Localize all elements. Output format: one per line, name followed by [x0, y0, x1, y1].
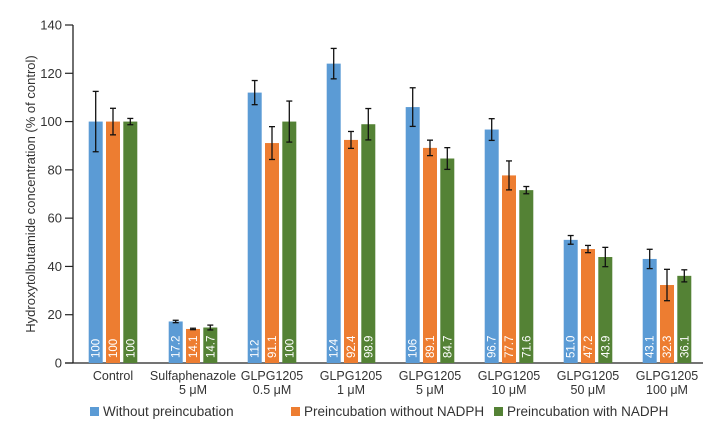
bar [247, 92, 262, 363]
bar-value-label: 14.7 [205, 336, 217, 358]
bar [440, 158, 455, 363]
x-tick-label: 1 μM [337, 383, 365, 397]
bar-value-label: 43.1 [645, 336, 657, 358]
bar [484, 129, 499, 363]
y-tick-label: 120 [40, 66, 62, 81]
legend-swatch [90, 407, 99, 416]
x-tick-label: 5 μM [416, 383, 444, 397]
bar-value-label: 100 [91, 339, 103, 358]
bar [265, 143, 279, 363]
x-tick-label: 5 μM [179, 383, 207, 397]
bar-value-label: 36.1 [679, 336, 691, 358]
bar-value-label: 96.7 [487, 336, 499, 358]
legend-label: Preincubation without NADPH [304, 404, 484, 419]
bar-value-label: 32.3 [662, 336, 674, 358]
legend-label: Preincubation with NADPH [507, 404, 668, 419]
bar-value-label: 77.7 [504, 336, 516, 358]
bar-value-label: 100 [108, 339, 120, 358]
x-tick-label: Control [93, 369, 133, 383]
x-tick-label: GLPG1205 [241, 369, 304, 383]
bar-value-label: 106 [408, 339, 420, 358]
bar [563, 239, 578, 363]
bar-value-label: 51.0 [566, 336, 578, 358]
y-tick-label: 0 [55, 356, 62, 371]
bar [361, 124, 376, 363]
bar [405, 107, 420, 363]
bar [106, 121, 120, 363]
x-tick-label: GLPG1205 [636, 369, 699, 383]
bar [598, 257, 613, 363]
bar [123, 121, 138, 363]
bar-value-label: 112 [250, 340, 262, 358]
bar [344, 139, 358, 363]
x-tick-label: GLPG1205 [557, 369, 620, 383]
bar-value-label: 92.4 [346, 335, 358, 358]
y-axis-label: Hydroxytolbutamide concentration (% of c… [23, 55, 38, 332]
bar [168, 321, 183, 363]
x-tick-label: 10 μM [492, 383, 527, 397]
bar [203, 327, 218, 363]
y-tick-label: 100 [40, 114, 62, 129]
bar [581, 249, 595, 363]
x-tick-label: 100 μM [646, 383, 688, 397]
bar-value-label: 124 [329, 338, 341, 358]
y-tick-label: 140 [40, 18, 62, 33]
x-tick-label: 50 μM [571, 383, 606, 397]
bar [88, 121, 103, 363]
x-tick-label: GLPG1205 [399, 369, 462, 383]
bar-value-label: 91.1 [267, 336, 279, 358]
bar [660, 285, 674, 363]
bar-value-label: 100 [284, 339, 296, 358]
bar-value-label: 17.2 [171, 336, 183, 358]
y-tick-label: 80 [48, 162, 62, 177]
y-tick-label: 40 [48, 259, 62, 274]
bar-value-label: 14.1 [188, 336, 200, 358]
x-tick-label: Sulfaphenazole [150, 369, 236, 383]
bar [519, 190, 534, 363]
bar [642, 258, 657, 363]
bar [186, 328, 200, 363]
x-tick-label: GLPG1205 [478, 369, 541, 383]
bar-value-label: 43.9 [600, 336, 612, 358]
bar [677, 275, 692, 363]
bar-value-label: 71.6 [521, 336, 533, 358]
bar-value-label: 98.9 [363, 336, 375, 358]
bar [282, 121, 297, 363]
bar [502, 175, 516, 363]
legend-swatch [494, 407, 503, 416]
bar-value-label: 100 [125, 339, 137, 358]
y-tick-label: 20 [48, 307, 62, 322]
legend-swatch [291, 407, 300, 416]
bar [423, 147, 437, 363]
bar-value-label: 47.2 [583, 336, 595, 358]
bar-value-label: 89.1 [425, 336, 437, 358]
bar-value-label: 84.7 [442, 336, 454, 358]
legend-label: Without preincubation [103, 404, 234, 419]
x-tick-label: GLPG1205 [320, 369, 383, 383]
x-tick-label: 0.5 μM [253, 383, 291, 397]
bar [326, 63, 341, 363]
y-tick-label: 60 [48, 211, 62, 226]
